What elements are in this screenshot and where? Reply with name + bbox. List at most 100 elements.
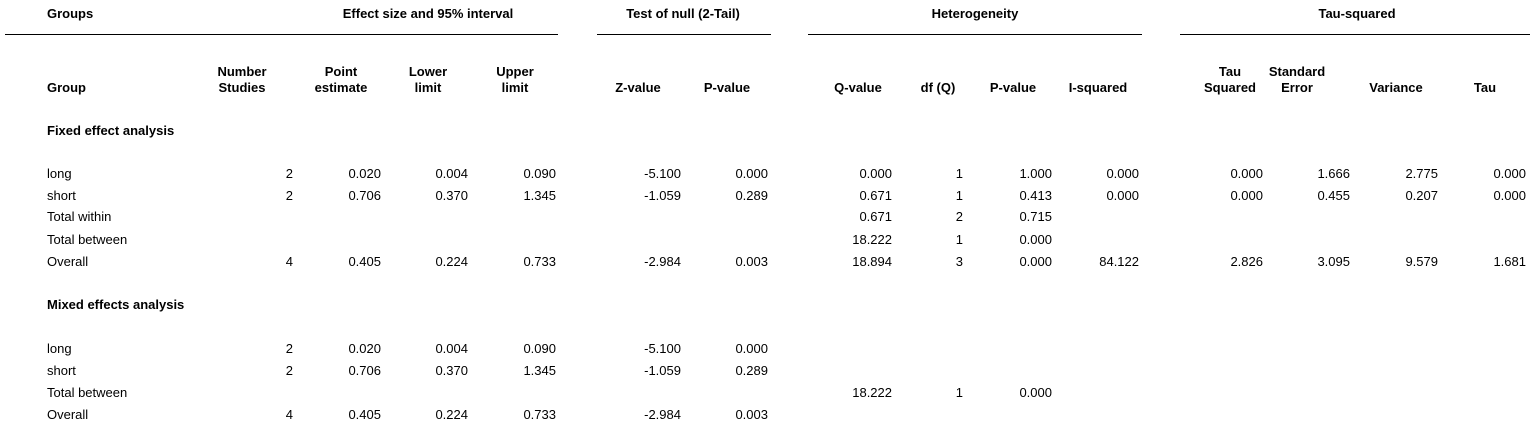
- cell-value: -1.059: [644, 188, 681, 203]
- cell-value: 0.000: [1493, 188, 1526, 203]
- column-header: df (Q): [920, 80, 956, 95]
- column-header: limit: [501, 80, 529, 95]
- group-header: Effect size and 95% interval: [342, 6, 514, 21]
- cell-value: 0.733: [523, 254, 556, 269]
- column-header: estimate: [314, 80, 368, 95]
- cell-value: 0.004: [435, 166, 468, 181]
- cell-value: 0.090: [523, 166, 556, 181]
- cell-value: 0.370: [435, 188, 468, 203]
- cell-value: 2.775: [1405, 166, 1438, 181]
- column-header: Tau: [1473, 80, 1497, 95]
- column-header: Upper: [496, 64, 534, 79]
- column-header: P-value: [989, 80, 1037, 95]
- column-header: Tau: [1218, 64, 1242, 79]
- cell-value: 1.345: [523, 188, 556, 203]
- cell-value: 2: [285, 341, 293, 356]
- cell-value: 0.000: [1493, 166, 1526, 181]
- cell-value: 1: [955, 385, 963, 400]
- cell-value: 4: [285, 254, 293, 269]
- cell-value: -2.984: [644, 407, 681, 422]
- row-label: short: [47, 363, 76, 378]
- cell-value: 2.826: [1230, 254, 1263, 269]
- cell-value: 0.671: [859, 209, 892, 224]
- cell-value: 0.004: [435, 341, 468, 356]
- cell-value: 0.000: [1230, 188, 1263, 203]
- cell-value: 1: [955, 166, 963, 181]
- cell-value: 0.000: [735, 341, 768, 356]
- cell-value: 0.000: [859, 166, 892, 181]
- cell-value: 0.671: [859, 188, 892, 203]
- group-header: Tau-squared: [1318, 6, 1396, 21]
- cell-value: 0.000: [1106, 166, 1139, 181]
- cell-value: 0.224: [435, 407, 468, 422]
- cell-value: 0.405: [348, 407, 381, 422]
- cell-value: 1: [955, 188, 963, 203]
- cell-value: 2: [285, 188, 293, 203]
- cell-value: 2: [955, 209, 963, 224]
- header-rule: [1180, 34, 1530, 35]
- group-header: Test of null (2-Tail): [626, 6, 740, 21]
- cell-value: 1.666: [1317, 166, 1350, 181]
- cell-value: 0.706: [348, 363, 381, 378]
- cell-value: 18.894: [852, 254, 892, 269]
- column-header: P-value: [703, 80, 751, 95]
- cell-value: 0.405: [348, 254, 381, 269]
- cell-value: 0.289: [735, 188, 768, 203]
- row-label: Overall: [47, 254, 89, 269]
- column-header: Number: [217, 64, 267, 79]
- cell-value: 0.370: [435, 363, 468, 378]
- cell-value: 0.715: [1019, 209, 1052, 224]
- cell-value: 0.000: [1019, 385, 1052, 400]
- cell-value: 1.000: [1019, 166, 1052, 181]
- section-title: Mixed effects analysis: [47, 297, 185, 312]
- cell-value: 0.207: [1405, 188, 1438, 203]
- cell-value: 0.020: [348, 166, 381, 181]
- cell-value: 0.000: [1019, 232, 1052, 247]
- column-header: Standard: [1268, 64, 1326, 79]
- group-header: Groups: [47, 6, 94, 21]
- cell-value: 0.020: [348, 341, 381, 356]
- cell-value: 2: [285, 363, 293, 378]
- cell-value: 9.579: [1405, 254, 1438, 269]
- group-header: Heterogeneity: [931, 6, 1019, 21]
- cell-value: 3: [955, 254, 963, 269]
- column-header: Error: [1281, 80, 1313, 95]
- cell-value: 0.003: [735, 407, 768, 422]
- cell-value: 2: [285, 166, 293, 181]
- cell-value: 4: [285, 407, 293, 422]
- column-header: Squared: [1203, 80, 1256, 95]
- column-header: Variance: [1369, 80, 1423, 95]
- column-header: Studies: [218, 80, 266, 95]
- section-title: Fixed effect analysis: [47, 123, 175, 138]
- cell-value: 3.095: [1317, 254, 1350, 269]
- column-header: Z-value: [615, 80, 661, 95]
- row-label: Total between: [47, 232, 128, 247]
- cell-value: 1.345: [523, 363, 556, 378]
- cell-value: 0.733: [523, 407, 556, 422]
- column-header: Q-value: [834, 80, 882, 95]
- cell-value: -5.100: [644, 166, 681, 181]
- cell-value: 0.090: [523, 341, 556, 356]
- cell-value: 0.000: [735, 166, 768, 181]
- cell-value: 0.000: [1230, 166, 1263, 181]
- cell-value: -1.059: [644, 363, 681, 378]
- cell-value: 1: [955, 232, 963, 247]
- cell-value: 0.289: [735, 363, 768, 378]
- cell-value: 0.455: [1317, 188, 1350, 203]
- cell-value: 0.413: [1019, 188, 1052, 203]
- column-header: limit: [414, 80, 442, 95]
- row-label: Overall: [47, 407, 89, 422]
- cell-value: 0.003: [735, 254, 768, 269]
- column-header: Group: [47, 80, 86, 95]
- column-header: Point: [324, 64, 358, 79]
- cell-value: 0.000: [1106, 188, 1139, 203]
- row-label: long: [47, 341, 72, 356]
- row-label: short: [47, 188, 76, 203]
- cell-value: 0.706: [348, 188, 381, 203]
- header-rule: [5, 34, 558, 35]
- column-header: I-squared: [1068, 80, 1128, 95]
- header-rule: [597, 34, 771, 35]
- cell-value: 18.222: [852, 385, 892, 400]
- row-label: Total within: [47, 209, 112, 224]
